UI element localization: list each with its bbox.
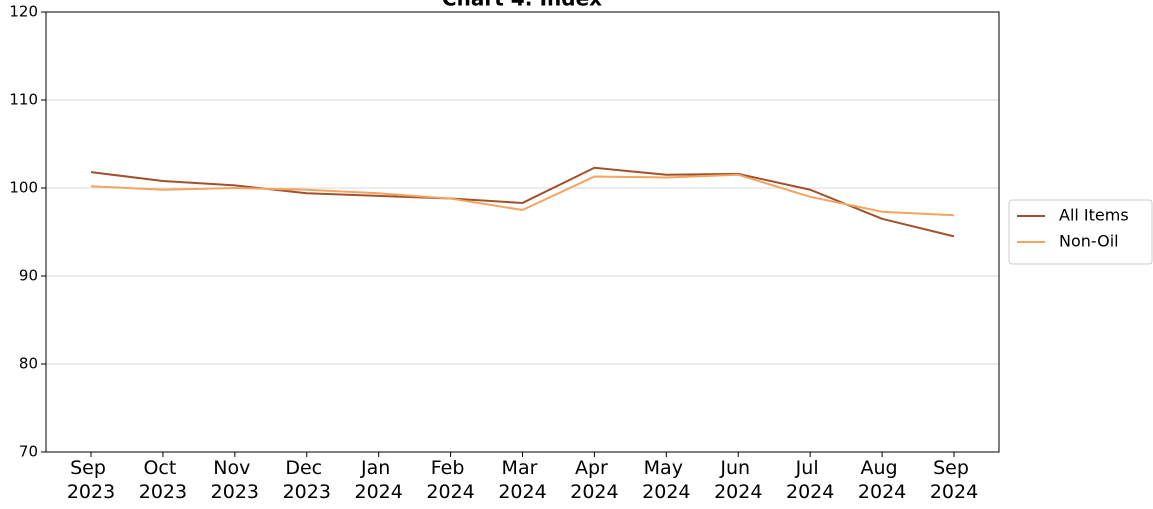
x-tick-label: Feb 2024 — [426, 457, 474, 503]
x-tick-label: Jul 2024 — [786, 457, 834, 503]
x-tick-label: Aug 2024 — [858, 457, 906, 503]
x-tick-label: Nov 2023 — [211, 457, 259, 503]
x-tick-label: Mar 2024 — [498, 457, 546, 503]
legend-label: Non-Oil — [1059, 232, 1119, 251]
x-tick-label: Sep 2023 — [67, 457, 115, 503]
x-tick-label: May 2024 — [642, 457, 690, 503]
legend-label: All Items — [1059, 206, 1129, 225]
series-line — [90, 173, 955, 217]
y-tick-label: 100 — [9, 179, 38, 197]
y-tick-label: 90 — [19, 267, 38, 285]
x-tick-label: Jan 2024 — [354, 457, 402, 503]
x-tick-label: Dec 2023 — [283, 457, 331, 503]
y-tick-label: 120 — [9, 3, 38, 21]
y-tick-label: 80 — [19, 355, 38, 373]
chart-title: Chart 4: Index — [442, 0, 602, 11]
x-tick-label: Jun 2024 — [714, 457, 762, 503]
y-tick-label: 70 — [19, 443, 38, 461]
series-line — [90, 166, 955, 238]
y-tick-label: 110 — [9, 91, 38, 109]
plot-frame — [45, 11, 1000, 453]
x-tick-label: Oct 2023 — [139, 457, 187, 503]
x-tick-label: Sep 2024 — [930, 457, 978, 503]
x-tick-label: Apr 2024 — [570, 457, 618, 503]
